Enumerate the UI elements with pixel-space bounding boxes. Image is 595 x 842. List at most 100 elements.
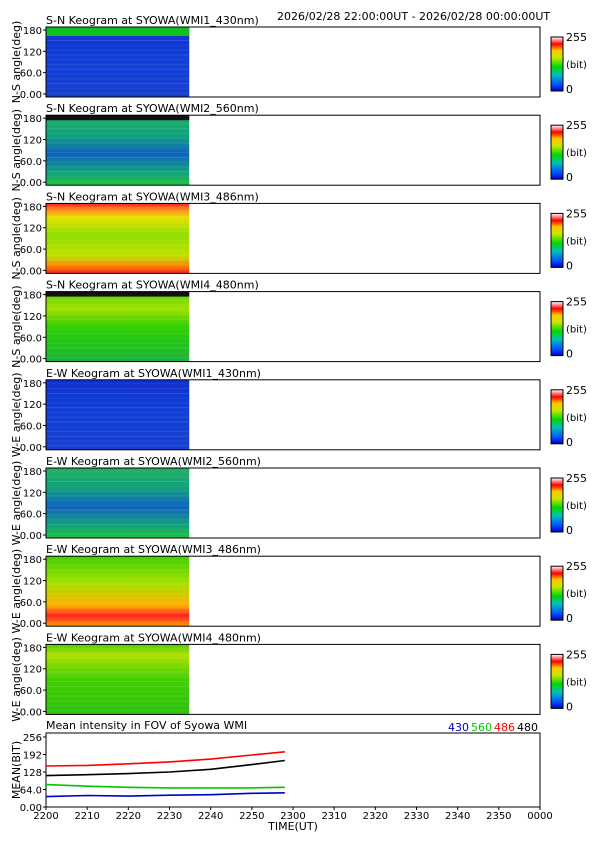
colorbar-unit-label: (bit)	[566, 589, 587, 600]
y-tick-label: 60.0	[20, 421, 42, 432]
keogram-title: S-N Keogram at SYOWA(WMI3_486nm)	[46, 190, 259, 203]
keogram-panel-7: E-W Keogram at SYOWA(WMI3_486nm) 180 120 60…	[10, 543, 587, 633]
keogram-title: E-W Keogram at SYOWA(WMI2_560nm)	[46, 455, 261, 468]
colorbar	[550, 477, 564, 533]
y-tick-label: 120	[23, 136, 42, 147]
y-tick-label: 180	[23, 555, 42, 566]
keogram-title: E-W Keogram at SYOWA(WMI3_486nm)	[46, 543, 261, 556]
colorbar-max-label: 255	[566, 648, 587, 661]
keogram-image	[46, 556, 190, 627]
colorbar-unit-label: (bit)	[566, 677, 587, 688]
y-axis-label: N-S angle(deg)	[10, 109, 23, 192]
colorbar-unit-label: (bit)	[566, 60, 587, 71]
y-tick-label: 0.00	[20, 90, 42, 101]
keogram-title: E-W Keogram at SYOWA(WMI4_480nm)	[46, 631, 261, 644]
colorbar-unit-label: (bit)	[566, 413, 587, 424]
series-line-430	[45, 792, 285, 798]
y-tick-label: 60.0	[20, 598, 42, 609]
y-tick-label: 0.00	[20, 266, 42, 277]
colorbar	[550, 389, 564, 445]
y-tick-label: 60.0	[20, 686, 42, 697]
y-tick-label: 180	[23, 379, 42, 390]
series-line-486	[45, 751, 285, 767]
y-axis-label: N-S angle(deg)	[10, 285, 23, 368]
colorbar-unit-label: (bit)	[566, 236, 587, 247]
y-tick-label: 192	[23, 751, 42, 762]
y-tick-label: 180	[23, 291, 42, 302]
keogram-panel-3: S-N Keogram at SYOWA(WMI3_486nm) 180 120 60…	[10, 190, 587, 279]
keogram-panel-5: E-W Keogram at SYOWA(WMI1_430nm) 180 120 60…	[10, 367, 587, 457]
colorbar-min-label: 0	[566, 436, 573, 449]
keogram-panel-4: S-N Keogram at SYOWA(WMI4_480nm) 180 120 60…	[10, 279, 587, 368]
y-tick-label: 120	[23, 488, 42, 499]
y-tick-label: 180	[23, 26, 42, 37]
legend-entry-480: 480	[517, 721, 538, 734]
y-axis-label: N-S angle(deg)	[10, 21, 23, 104]
y-axis-label: MEAN(BIT)	[10, 741, 23, 799]
y-axis-label: W-E angle(deg)	[10, 549, 23, 634]
legend-entry-486: 486	[494, 721, 515, 734]
colorbar	[550, 212, 564, 268]
y-axis-label: W-E angle(deg)	[10, 372, 23, 457]
y-tick-label: 120	[23, 47, 42, 58]
keogram-image	[46, 644, 190, 715]
keogram-frame	[45, 202, 541, 274]
keogram-frame	[45, 467, 541, 539]
colorbar-max-label: 255	[566, 560, 587, 573]
keogram-panel-2: S-N Keogram at SYOWA(WMI2_560nm) 180 120 60…	[10, 102, 587, 191]
colorbar	[550, 124, 564, 180]
legend-entry-430: 430	[448, 721, 469, 734]
keogram-panel-6: E-W Keogram at SYOWA(WMI2_560nm) 180 120 60…	[10, 455, 587, 545]
y-tick-label: 128	[23, 768, 42, 779]
colorbar-unit-label: (bit)	[566, 148, 587, 159]
y-axis-label: W-E angle(deg)	[10, 637, 23, 722]
y-tick-label: 120	[23, 400, 42, 411]
y-tick-label: 0.00	[20, 355, 42, 366]
x-tick-label: 0000	[527, 811, 552, 822]
y-tick-label: 60.0	[20, 157, 42, 168]
keogram-top-band	[46, 115, 190, 121]
colorbar-max-label: 255	[566, 119, 587, 132]
y-tick-label: 256	[23, 733, 42, 744]
y-tick-label: 0.00	[20, 707, 42, 718]
keogram-frame	[45, 555, 541, 627]
colorbar-min-label: 0	[566, 524, 573, 537]
x-tick-label: 2330	[404, 811, 429, 822]
y-tick-label: 180	[23, 467, 42, 478]
x-axis-label: TIME(UT)	[267, 820, 318, 833]
colorbar-max-label: 255	[566, 384, 587, 397]
colorbar-min-label: 0	[566, 612, 573, 625]
x-tick-label: 2300	[280, 811, 305, 822]
colorbar-min-label: 0	[566, 348, 573, 361]
y-tick-label: 0.00	[20, 803, 42, 814]
y-tick-label: 60.0	[20, 510, 42, 521]
x-tick-label: 2240	[198, 811, 223, 822]
y-tick-label: 60.0	[20, 245, 42, 256]
x-tick-label: 2250	[239, 811, 264, 822]
keogram-title: E-W Keogram at SYOWA(WMI1_430nm)	[46, 367, 261, 380]
y-axis-label: W-E angle(deg)	[10, 461, 23, 546]
y-tick-label: 0.00	[20, 619, 42, 630]
y-tick-label: 180	[23, 202, 42, 213]
y-tick-label: 120	[23, 224, 42, 235]
keogram-image	[46, 468, 190, 538]
y-tick-label: 0.00	[20, 443, 42, 454]
colorbar-unit-label: (bit)	[566, 501, 587, 512]
line-chart-title: Mean intensity in FOV of Syowa WMI	[46, 719, 247, 732]
colorbar	[550, 565, 564, 621]
y-tick-label: 60.0	[20, 333, 42, 344]
y-tick-label: 0.00	[20, 178, 42, 189]
colorbar-min-label: 0	[566, 171, 573, 184]
x-tick-label: 2310	[321, 811, 346, 822]
x-tick-label: 2350	[486, 811, 511, 822]
series-line-560	[45, 783, 285, 789]
colorbar-min-label: 0	[566, 700, 573, 713]
time-range-header: 2026/02/28 22:00:00UT - 2026/02/28 00:00…	[277, 10, 550, 23]
y-tick-label: 180	[23, 114, 42, 125]
colorbar	[550, 653, 564, 709]
y-tick-label: 0.00	[20, 531, 42, 542]
keogram-frame	[45, 291, 541, 363]
colorbar-max-label: 255	[566, 31, 587, 44]
colorbar-unit-label: (bit)	[566, 325, 587, 336]
